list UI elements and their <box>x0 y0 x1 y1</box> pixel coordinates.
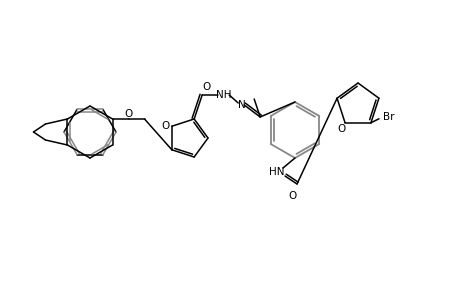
Text: O: O <box>124 109 132 119</box>
Text: O: O <box>162 121 169 131</box>
Text: NH: NH <box>216 90 231 100</box>
Text: HN: HN <box>269 167 284 177</box>
Text: N: N <box>238 100 246 110</box>
Text: O: O <box>202 82 210 92</box>
Text: O: O <box>336 124 344 134</box>
Text: Br: Br <box>382 112 394 122</box>
Text: O: O <box>288 191 297 201</box>
